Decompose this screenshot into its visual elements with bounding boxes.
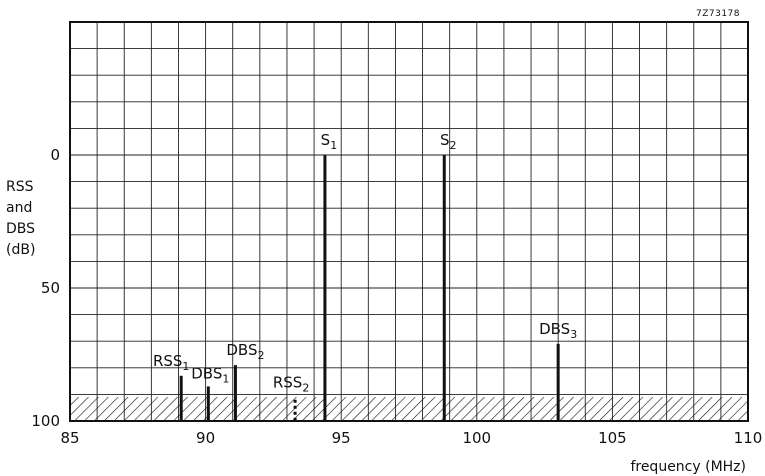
signal-label: DBS2	[226, 341, 264, 362]
y-tick-labels: 0 50 100	[31, 146, 60, 430]
y-axis-label-line: (dB)	[6, 242, 35, 258]
x-tick-labels: 85 90 95 100 105 110	[60, 429, 762, 447]
x-tick-label: 110	[734, 429, 763, 447]
y-tick-label: 100	[31, 412, 60, 430]
signal-label: S1	[321, 131, 338, 152]
x-tick-label: 90	[196, 429, 215, 447]
x-tick-label: 105	[598, 429, 627, 447]
signal-label: RSS2	[273, 374, 309, 395]
y-axis-label-line: DBS	[6, 221, 35, 237]
y-axis-label: RSS and DBS (dB)	[6, 179, 35, 258]
noise-floor-hatch	[70, 397, 748, 421]
x-tick-label: 95	[332, 429, 351, 447]
y-axis-label-line: and	[6, 200, 32, 216]
x-axis-label: frequency (MHz)	[630, 459, 746, 475]
figure-id: 7Z73178	[696, 9, 740, 19]
y-tick-label: 0	[50, 146, 60, 164]
signal-label: RSS1	[153, 352, 189, 373]
signal-label: S2	[440, 131, 457, 152]
chart-grid	[69, 21, 749, 422]
signal-label: DBS3	[539, 320, 577, 341]
x-tick-label: 85	[60, 429, 79, 447]
y-axis-label-line: RSS	[6, 179, 34, 195]
signal-label: DBS1	[191, 364, 229, 385]
plot-frame	[69, 21, 749, 422]
x-tick-label: 100	[462, 429, 491, 447]
y-tick-label: 50	[41, 279, 60, 297]
